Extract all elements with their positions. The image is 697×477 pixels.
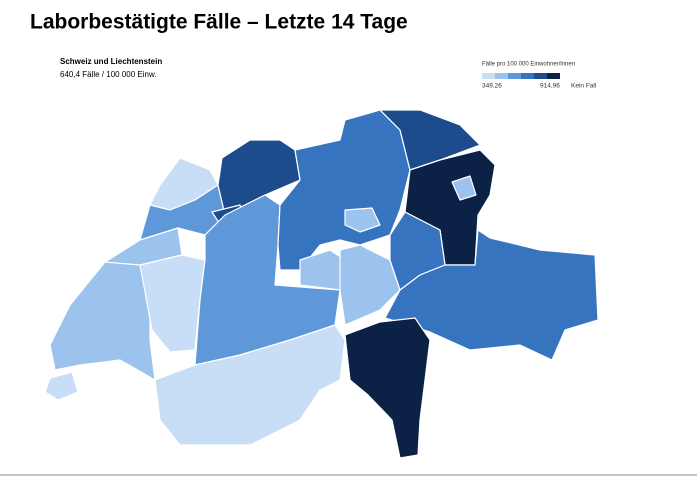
- legend-swatch: [521, 73, 534, 79]
- canton: [384, 229, 599, 361]
- canton: [44, 371, 79, 401]
- region-name: Schweiz und Liechtenstein: [60, 57, 162, 66]
- legend-swatches: [482, 73, 560, 79]
- legend-swatch: [495, 73, 508, 79]
- title: Laborbestätigte Fälle – Letzte 14 Tage: [30, 11, 408, 34]
- canton: [339, 244, 401, 326]
- legend-swatch: [482, 73, 495, 79]
- canton: [379, 109, 481, 171]
- legend-max: 914,96: [540, 83, 560, 90]
- legend-min: 349,26: [482, 83, 502, 90]
- canton: [344, 207, 381, 233]
- legend-swatch: [547, 73, 560, 79]
- canton: [154, 324, 346, 446]
- legend-swatch: [508, 73, 521, 79]
- legend-title: Fälle pro 100 000 Einwohner/innen: [482, 62, 575, 68]
- legend-none: Kein Fall: [571, 83, 597, 90]
- region-rate: 640,4 Fälle / 100 000 Einw.: [60, 70, 157, 79]
- canton: [451, 175, 477, 201]
- canton: [49, 261, 156, 381]
- canton: [344, 317, 431, 459]
- legend-swatch: [534, 73, 547, 79]
- canton: [217, 139, 301, 216]
- canton-map: [44, 109, 599, 459]
